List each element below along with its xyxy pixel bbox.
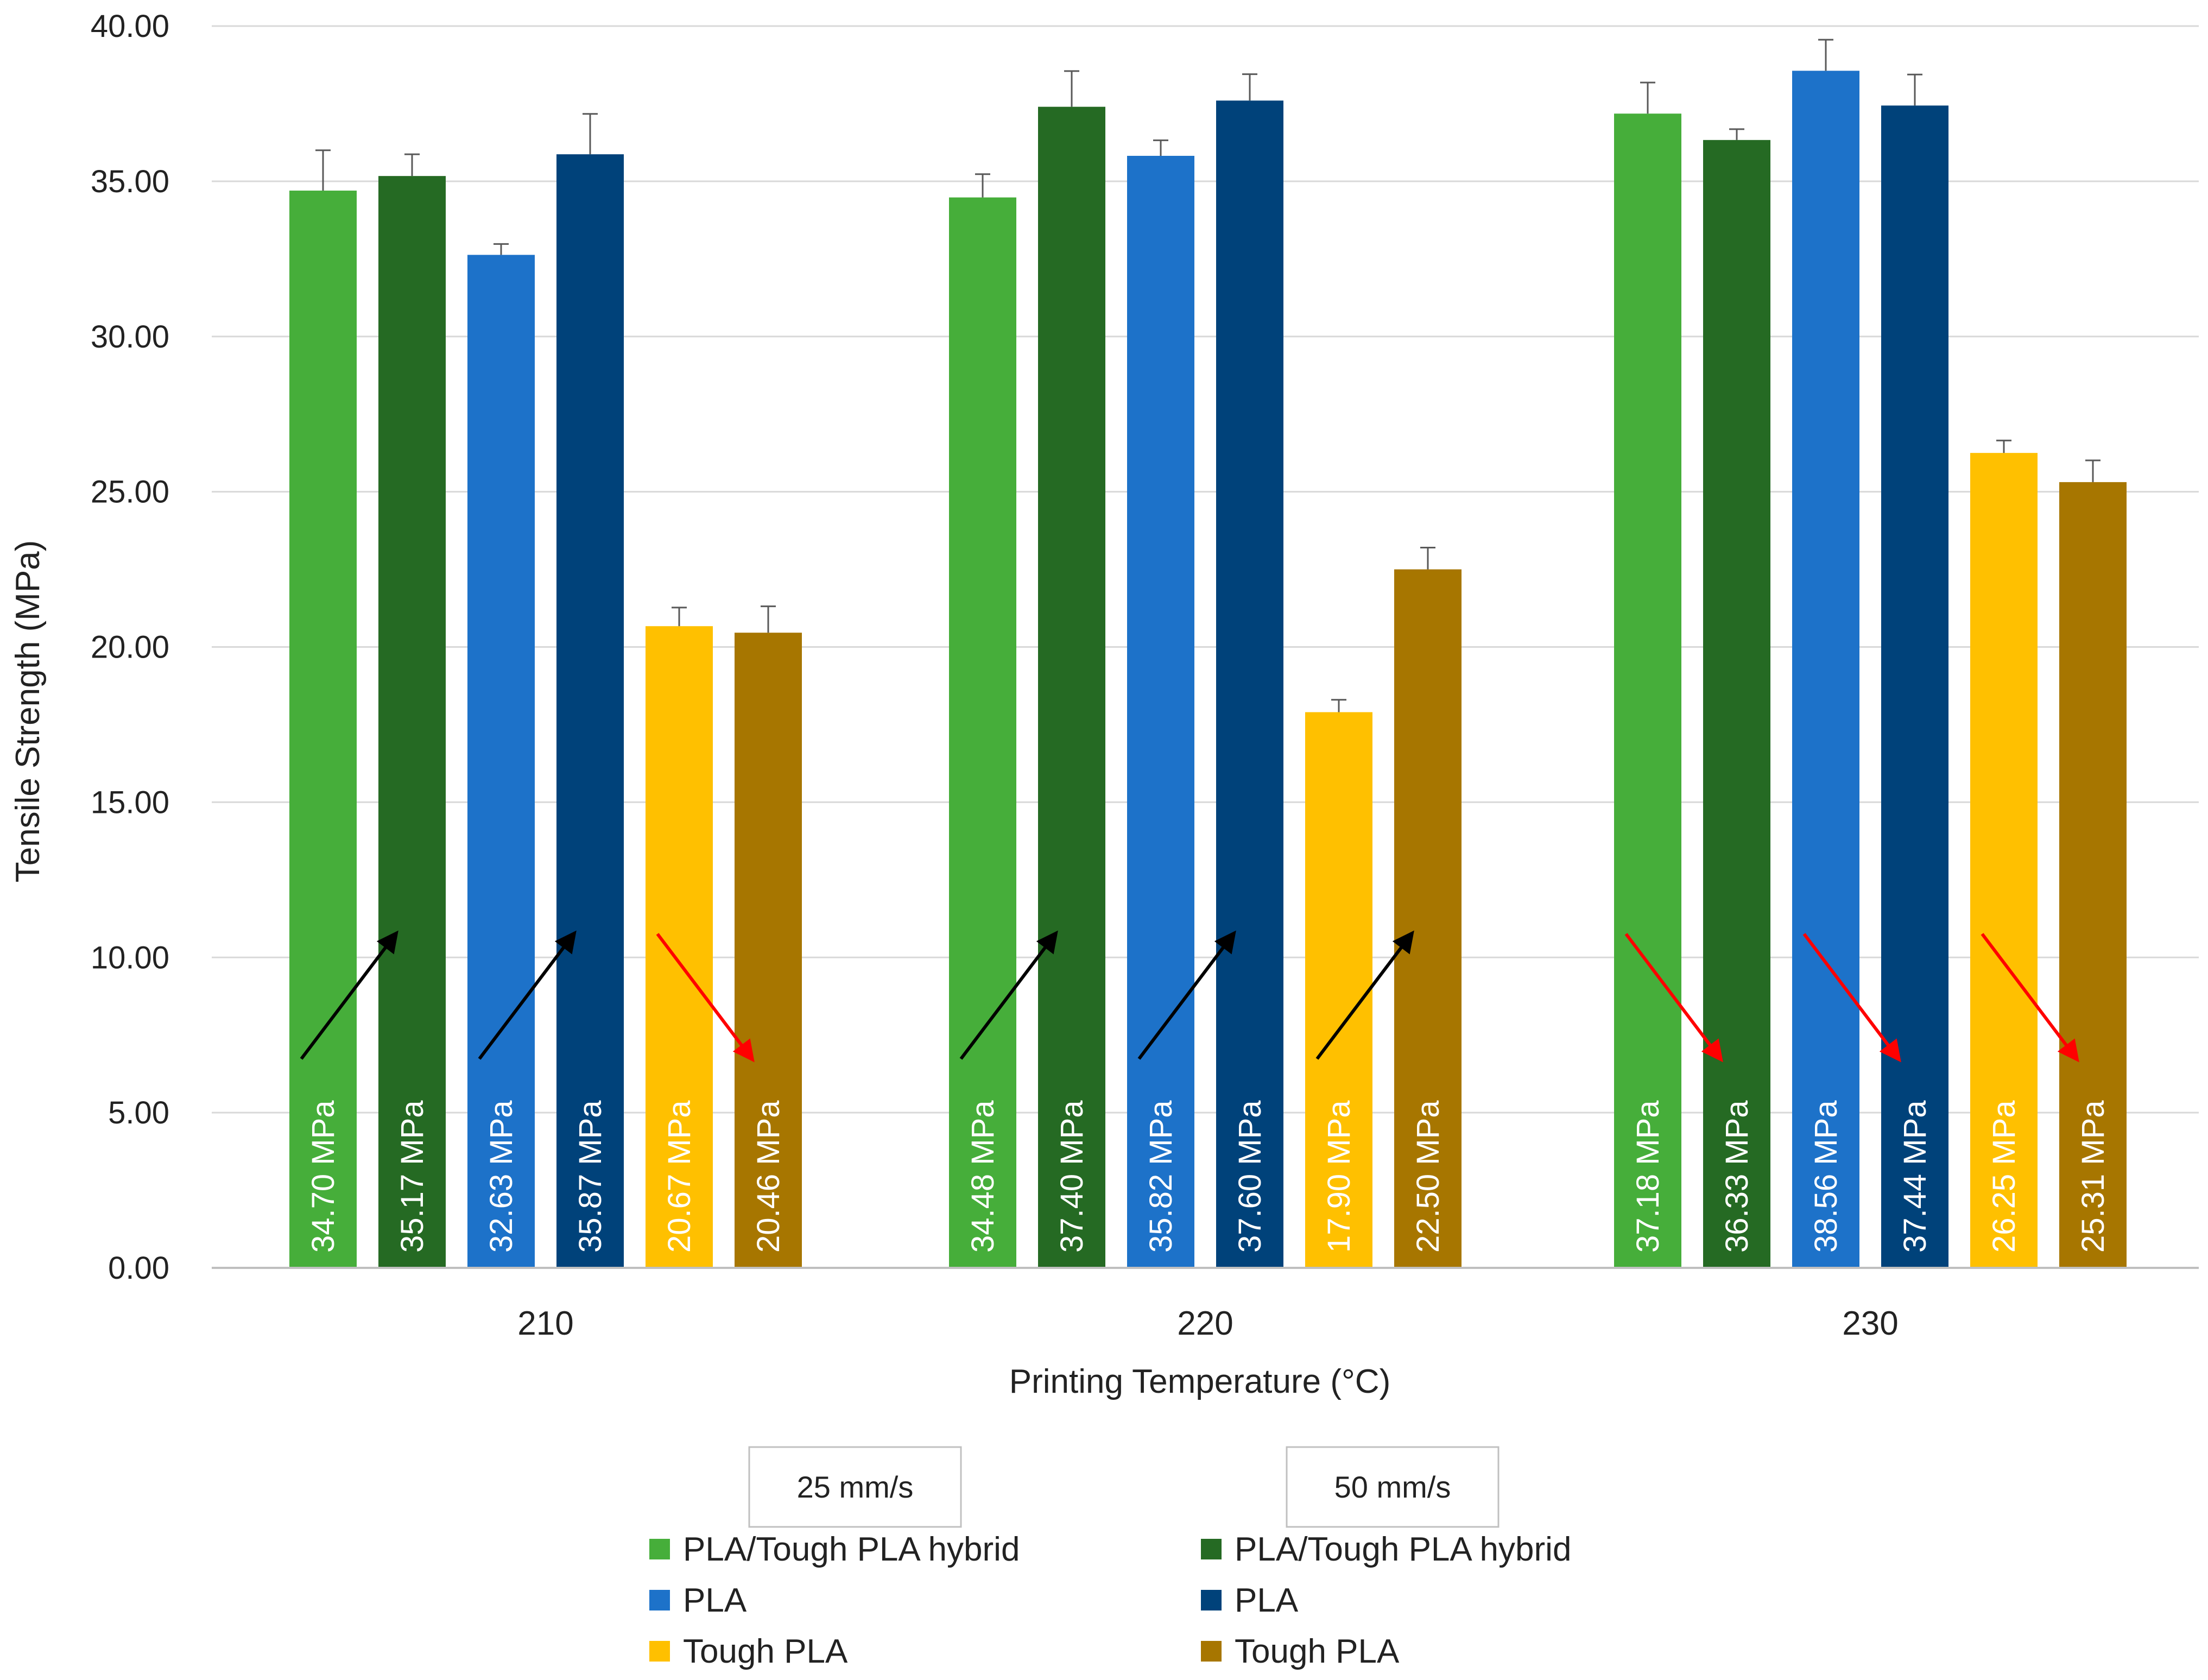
legend-swatch-hybrid-25 — [649, 1539, 670, 1559]
bar-value-label: 35.17 MPa — [395, 1100, 430, 1253]
legend-group-2-header-box — [1286, 1446, 1500, 1528]
legend-label-pla-50: PLA — [1235, 1582, 1299, 1619]
legend-swatch-pla-50 — [1201, 1590, 1222, 1610]
bar-value-label: 37.60 MPa — [1232, 1100, 1268, 1253]
y-tick-label: 0.00 — [108, 1250, 169, 1286]
bar — [1127, 155, 1194, 1268]
bar — [378, 176, 446, 1268]
legend-label-tough-50: Tough PLA — [1235, 1633, 1400, 1670]
bar-value-label: 32.63 MPa — [484, 1100, 519, 1253]
gridlines — [212, 25, 2199, 1114]
bar-value-label: 37.40 MPa — [1054, 1100, 1090, 1253]
bar — [1881, 105, 1948, 1268]
legend-label-pla-25: PLA — [683, 1582, 747, 1619]
trend-arrow — [1315, 930, 1414, 1060]
y-tick-label: 5.00 — [108, 1095, 169, 1130]
bar-value-label: 20.67 MPa — [662, 1100, 697, 1253]
bar — [735, 633, 802, 1268]
bar-value-label: 37.44 MPa — [1897, 1100, 1933, 1253]
legend-swatch-tough-50 — [1201, 1641, 1222, 1662]
y-tick-label: 35.00 — [91, 164, 169, 199]
x-tick-label: 210 — [517, 1305, 573, 1342]
bar-value-label: 34.48 MPa — [965, 1100, 1001, 1253]
y-tick-label: 10.00 — [91, 940, 169, 975]
bar-value-label: 25.31 MPa — [2076, 1100, 2111, 1253]
bar-value-label: 26.25 MPa — [1986, 1100, 2022, 1253]
trend-arrow — [1802, 933, 1901, 1063]
bar — [2059, 482, 2127, 1268]
x-tick-label: 220 — [1177, 1305, 1233, 1342]
legend-label-hybrid-25: PLA/Tough PLA hybrid — [683, 1531, 1020, 1568]
legend-group-1-title: 25 mm/s — [797, 1470, 914, 1504]
bar — [289, 191, 357, 1268]
error-bars — [315, 39, 2101, 712]
bar — [1614, 113, 1681, 1268]
y-tick-label: 15.00 — [91, 785, 169, 820]
bar-value-label: 38.56 MPa — [1808, 1100, 1844, 1253]
x-axis-ticks: 210 220 230 — [517, 1305, 1898, 1342]
bar — [646, 626, 713, 1268]
bar — [949, 197, 1016, 1268]
bar — [1216, 100, 1283, 1268]
legend-label-hybrid-50: PLA/Tough PLA hybrid — [1235, 1531, 1571, 1568]
legend: 25 mm/s 50 mm/s PLA/Tough PLA hybrid PLA… — [649, 1446, 1571, 1670]
bar — [467, 255, 535, 1268]
bar-value-label: 36.33 MPa — [1719, 1100, 1755, 1253]
x-axis-title: Printing Temperature (°C) — [1009, 1363, 1390, 1400]
bar — [1703, 140, 1770, 1268]
bar-value-label: 22.50 MPa — [1410, 1100, 1446, 1253]
bar — [1792, 71, 1859, 1268]
y-tick-label: 25.00 — [91, 475, 169, 510]
bar — [1038, 106, 1105, 1268]
bar-value-label: 35.87 MPa — [573, 1100, 608, 1253]
bar-value-label: 34.70 MPa — [306, 1100, 341, 1253]
trend-arrows — [300, 930, 2079, 1063]
bars — [289, 71, 2127, 1268]
legend-swatch-pla-25 — [649, 1590, 670, 1610]
bar-value-label: 20.46 MPa — [751, 1100, 786, 1253]
bar — [556, 154, 624, 1268]
bar-value-label: 17.90 MPa — [1321, 1100, 1357, 1253]
y-tick-label: 40.00 — [91, 9, 169, 44]
bar-value-label: 37.18 MPa — [1630, 1100, 1666, 1253]
x-tick-label: 230 — [1842, 1305, 1898, 1342]
y-axis-ticks: 0.00 5.00 10.00 15.00 20.00 25.00 30.00 35.00 40… — [91, 9, 169, 1286]
trend-arrow — [478, 930, 577, 1060]
legend-group-2-title: 50 mm/s — [1334, 1470, 1451, 1504]
legend-swatch-tough-25 — [649, 1641, 670, 1662]
y-axis-title: Tensile Strength (MPa) — [9, 540, 47, 883]
trend-arrow — [300, 930, 398, 1060]
bar-value-labels: 34.70 MPa 34.48 MPa 37.18 MPa 35.17 MPa 37.4… — [306, 1100, 2111, 1253]
trend-arrow — [1624, 933, 1723, 1063]
bar — [1970, 453, 2038, 1268]
legend-swatch-hybrid-50 — [1201, 1539, 1222, 1559]
legend-label-tough-25: Tough PLA — [683, 1633, 848, 1670]
trend-arrow — [656, 933, 755, 1063]
trend-arrow — [959, 930, 1058, 1060]
trend-arrow — [1981, 933, 2079, 1063]
legend-group-1-header-box — [748, 1446, 962, 1528]
trend-arrow — [1137, 930, 1236, 1060]
bar — [1305, 712, 1372, 1268]
bar-value-label: 35.82 MPa — [1143, 1100, 1179, 1253]
bar — [1394, 569, 1462, 1268]
y-tick-label: 20.00 — [91, 630, 169, 665]
y-tick-label: 30.00 — [91, 319, 169, 355]
